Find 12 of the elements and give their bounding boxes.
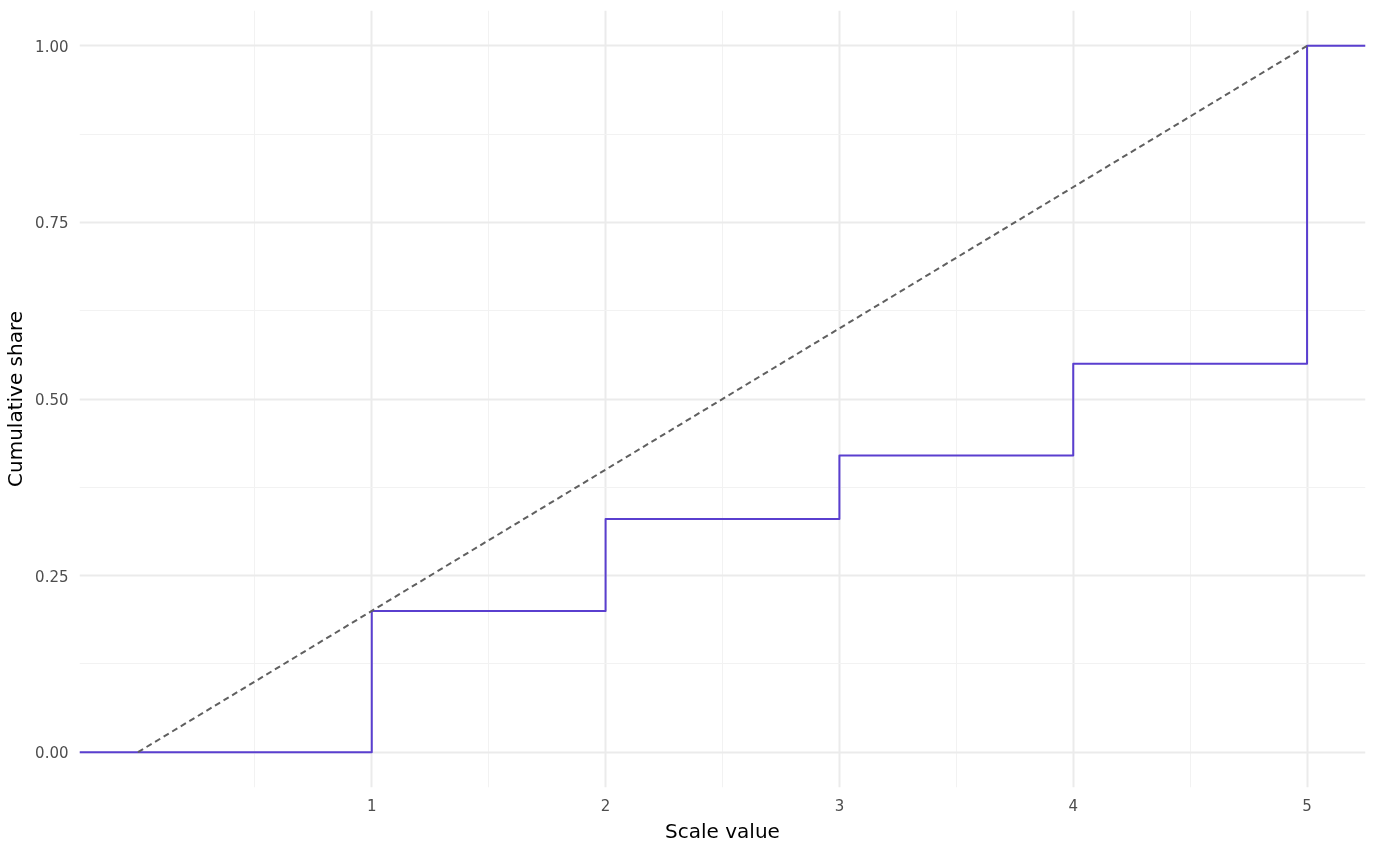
x-tick-label: 4 [1068,796,1078,815]
x-tick-label: 3 [834,796,845,815]
y-tick-label: 1.00 [35,37,69,56]
x-tick-label: 1 [367,796,377,815]
x-tick-label: 2 [600,796,611,815]
y-tick-label: 0.25 [35,567,69,586]
y-axis-title: Cumulative share [3,311,28,487]
y-tick-label: 0.75 [35,214,69,233]
y-tick-label: 0.50 [35,391,69,409]
x-tick-label: 5 [1302,796,1312,815]
x-axis-title: Scale value [665,818,780,843]
y-tick-label: 0.00 [35,744,69,763]
